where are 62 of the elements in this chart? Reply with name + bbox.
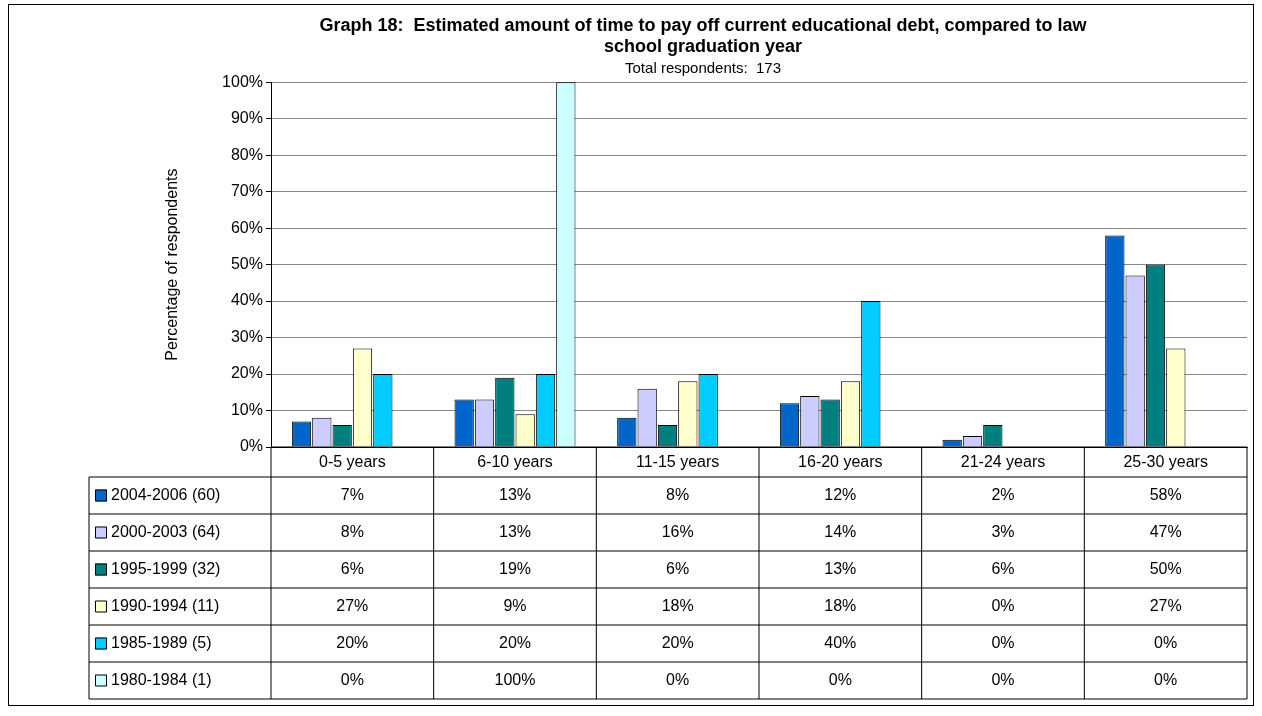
data-label: 0% [991,670,1015,688]
data-label: 47% [1149,522,1182,540]
data-label: 6% [991,559,1015,577]
data-label: 40% [824,633,857,651]
y-tick-label: 0% [239,437,263,455]
data-label: 8% [666,485,690,503]
data-label: 16% [661,522,694,540]
x-tick-label: 16-20 years [798,453,883,471]
data-label: 50% [1149,559,1182,577]
data-label: 0% [828,670,852,688]
data-label: 19% [498,559,532,577]
data-label: 58% [1149,485,1182,503]
data-label: 27% [1149,596,1182,614]
x-tick-label: 6-10 years [477,453,553,471]
y-tick-label: 30% [230,327,263,345]
data-label: 0% [1154,670,1178,688]
data-label: 6% [666,559,690,577]
x-tick-label: 25-30 years [1123,453,1208,471]
y-tick-label: 100% [222,72,263,90]
data-label: 0% [340,670,364,688]
legend-label: 1990-1994 (11) [111,596,220,614]
y-tick-label: 10% [230,400,263,418]
x-tick-label: 11-15 years [636,453,720,471]
data-label: 9% [503,596,527,614]
data-label: 18% [824,596,857,614]
data-label: 20% [498,633,532,651]
data-label: 13% [498,522,532,540]
data-label: 18% [661,596,694,614]
data-label: 2% [991,485,1015,503]
data-label: 3% [991,522,1015,540]
data-label: 14% [824,522,857,540]
data-label: 100% [494,670,536,688]
chart-subtitle: Total respondents: 173 [625,59,781,77]
data-label: 8% [340,522,364,540]
data-label: 27% [336,596,369,614]
data-label: 0% [1154,633,1178,651]
y-tick-label: 90% [230,109,263,127]
data-label: 20% [661,633,694,651]
legend-label: 2004-2006 (60) [111,485,221,503]
y-tick-label: 40% [230,291,263,309]
data-label: 0% [666,670,690,688]
data-label: 20% [336,633,369,651]
data-label: 6% [340,559,364,577]
chart-title: Graph 18: Estimated amount of time to pay off current educational debt, compared to law school graduation year [319,14,1088,57]
y-axis-title: Percentage of respondents [163,168,181,361]
data-label: 13% [824,559,857,577]
data-label: 13% [498,485,532,503]
data-label: 0% [991,633,1015,651]
y-tick-label: 80% [230,145,263,163]
x-tick-label: 21-24 years [960,453,1046,471]
legend-label: 2000-2003 (64) [111,522,221,540]
legend-label: 1995-1999 (32) [111,559,221,577]
legend-label: 1985-1989 (5) [111,633,212,651]
y-tick-label: 50% [230,255,263,273]
x-tick-label: 0-5 years [318,453,386,471]
y-tick-label: 70% [230,182,263,200]
data-label: 12% [824,485,857,503]
y-tick-label: 20% [230,364,263,382]
data-label: 0% [991,596,1015,614]
y-tick-label: 60% [230,218,263,236]
data-label: 7% [340,485,364,503]
legend-label: 1980-1984 (1) [111,670,212,688]
